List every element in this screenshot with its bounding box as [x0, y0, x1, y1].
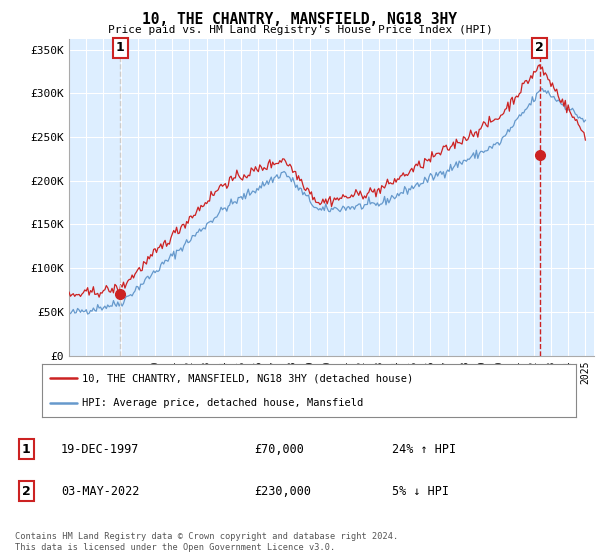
Text: £70,000: £70,000 [254, 442, 304, 456]
Text: 19-DEC-1997: 19-DEC-1997 [61, 442, 139, 456]
Text: 2: 2 [22, 484, 31, 498]
Text: £230,000: £230,000 [254, 484, 311, 498]
Text: 5% ↓ HPI: 5% ↓ HPI [392, 484, 449, 498]
Text: 1: 1 [22, 442, 31, 456]
Text: 10, THE CHANTRY, MANSFIELD, NG18 3HY: 10, THE CHANTRY, MANSFIELD, NG18 3HY [143, 12, 458, 27]
Text: 2: 2 [535, 41, 544, 54]
Text: 1: 1 [116, 41, 124, 54]
Text: HPI: Average price, detached house, Mansfield: HPI: Average price, detached house, Mans… [82, 398, 364, 408]
Text: 10, THE CHANTRY, MANSFIELD, NG18 3HY (detached house): 10, THE CHANTRY, MANSFIELD, NG18 3HY (de… [82, 374, 413, 384]
Text: 03-MAY-2022: 03-MAY-2022 [61, 484, 139, 498]
Text: 24% ↑ HPI: 24% ↑ HPI [392, 442, 456, 456]
Text: Contains HM Land Registry data © Crown copyright and database right 2024.
This d: Contains HM Land Registry data © Crown c… [15, 532, 398, 552]
Text: Price paid vs. HM Land Registry's House Price Index (HPI): Price paid vs. HM Land Registry's House … [107, 25, 493, 35]
